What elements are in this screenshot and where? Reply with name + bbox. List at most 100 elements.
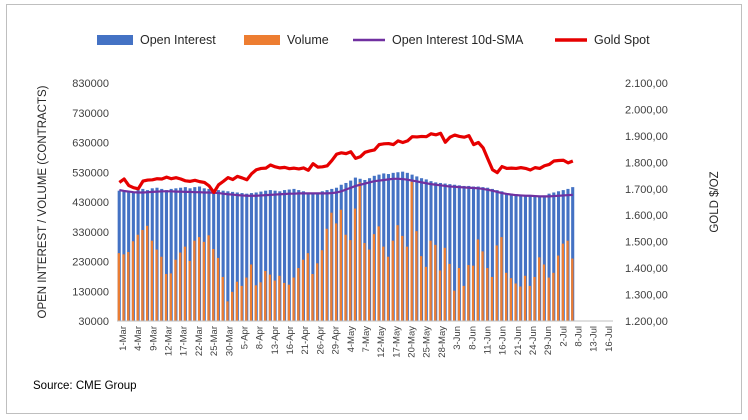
- volume-bar: [339, 209, 342, 321]
- open-interest-bar: [297, 190, 301, 321]
- volume-bar: [453, 290, 456, 321]
- volume-bar: [429, 240, 432, 321]
- volume-bar: [127, 251, 130, 321]
- legend-swatch: [97, 35, 133, 45]
- open-interest-bar: [273, 190, 277, 321]
- legend-open-interest-sma: Open Interest 10d-SMA: [353, 33, 524, 47]
- volume-bar: [235, 281, 239, 321]
- volume-bar: [197, 237, 201, 321]
- open-interest-bar: [462, 185, 466, 321]
- volume-bar: [457, 268, 461, 321]
- volume-bar: [405, 246, 409, 322]
- open-interest-bar: [249, 193, 254, 321]
- open-interest-bar: [240, 193, 244, 321]
- volume-bar: [396, 225, 399, 321]
- y2-tick-label: 1.800,00: [625, 157, 668, 169]
- open-interest-bar: [245, 193, 249, 321]
- x-tick-label: 20-May: [407, 326, 418, 358]
- y2-tick-label: 1.500,00: [625, 237, 668, 249]
- volume-bar: [556, 255, 560, 321]
- x-tick-label: 12-Mar: [164, 326, 175, 356]
- volume-bar: [259, 282, 262, 321]
- x-tick-label: 8-Jul: [574, 326, 585, 347]
- y2-tick-label: 1.200,00: [625, 316, 668, 328]
- volume-bar: [311, 274, 314, 321]
- open-interest-bar: [264, 190, 268, 321]
- x-tick-label: 16-Apr: [285, 326, 296, 355]
- open-interest-bar: [254, 192, 258, 321]
- volume-bar: [330, 212, 333, 321]
- open-interest-bar: [438, 182, 442, 321]
- y2-tick-label: 1.600,00: [625, 210, 668, 222]
- volume-bar: [410, 181, 413, 321]
- y2-tick-label: 1.400,00: [625, 263, 668, 275]
- volume-bar: [344, 234, 347, 321]
- volume-bar: [306, 253, 309, 321]
- volume-bar: [533, 276, 536, 321]
- volume-bar: [160, 256, 163, 321]
- open-interest-bar: [542, 195, 546, 321]
- y2-axis-title: GOLD $/OZ: [709, 171, 721, 232]
- open-interest-bar: [188, 188, 192, 321]
- volume-bar: [179, 252, 182, 321]
- open-interest-bar: [547, 193, 551, 321]
- volume-bar: [283, 282, 286, 321]
- volume-bar: [169, 273, 172, 321]
- volume-bar: [448, 263, 451, 321]
- legend-swatch: [244, 35, 280, 45]
- y-tick-label: 230000: [72, 257, 109, 269]
- volume-bar: [325, 228, 328, 321]
- open-interest-bar: [278, 191, 282, 321]
- open-interest-bar: [514, 194, 518, 321]
- x-tick-label: 7-May: [361, 326, 372, 353]
- volume-bar: [141, 229, 144, 321]
- y2-tick-label: 1.700,00: [625, 184, 668, 196]
- y-tick-label: 330000: [72, 227, 109, 239]
- volume-bar: [509, 278, 513, 321]
- volume-bar: [249, 264, 253, 321]
- volume-bar: [268, 274, 272, 321]
- x-tick-label: 13-Apr: [270, 326, 281, 355]
- open-interest-bar: [235, 192, 239, 321]
- open-interest-bar: [301, 191, 305, 321]
- volume-bar: [122, 254, 125, 321]
- volume-bar: [202, 241, 205, 321]
- volume-bar: [415, 231, 418, 321]
- volume-bar: [292, 277, 295, 321]
- volume-bar: [538, 257, 541, 321]
- x-tick-label: 22-Mar: [194, 326, 205, 356]
- x-tick-label: 8-Apr: [255, 326, 266, 349]
- legend-volume: Volume: [244, 33, 329, 47]
- volume-bar: [566, 240, 569, 321]
- series-lines: [118, 131, 574, 198]
- open-interest-bar: [424, 179, 428, 321]
- open-interest-bar: [453, 184, 457, 321]
- volume-bar: [438, 270, 442, 321]
- volume-bar: [462, 285, 465, 321]
- volume-bar: [349, 240, 352, 321]
- volume-bar: [514, 283, 517, 321]
- volume-bar: [136, 234, 139, 321]
- volume-bar: [221, 276, 224, 321]
- x-tick-label: 2-Jul: [558, 326, 569, 347]
- x-tick-label: 17-May: [391, 326, 402, 358]
- volume-bar: [150, 240, 154, 321]
- volume-bar: [254, 285, 257, 321]
- volume-bar: [353, 208, 357, 321]
- volume-bar: [316, 263, 319, 321]
- open-interest-bar: [486, 187, 490, 321]
- open-interest-bar: [283, 190, 287, 321]
- open-interest-bar: [221, 190, 225, 321]
- volume-bar: [174, 259, 177, 321]
- x-tick-label: 17-Mar: [179, 326, 190, 356]
- y-tick-label: 530000: [72, 167, 109, 179]
- volume-bar: [443, 247, 446, 321]
- volume-bar: [386, 256, 390, 321]
- y2-tick-label: 2.000,00: [625, 104, 668, 116]
- legend: Open Interest Volume Open Interest 10d-SMA…: [97, 33, 650, 47]
- chart-frame: Open Interest Volume Open Interest 10d-SMA…: [6, 4, 742, 414]
- volume-bar: [131, 241, 135, 321]
- legend-label: Gold Spot: [594, 33, 650, 47]
- y-tick-label: 130000: [72, 286, 109, 298]
- x-tick-label: 3-Jun: [452, 326, 463, 350]
